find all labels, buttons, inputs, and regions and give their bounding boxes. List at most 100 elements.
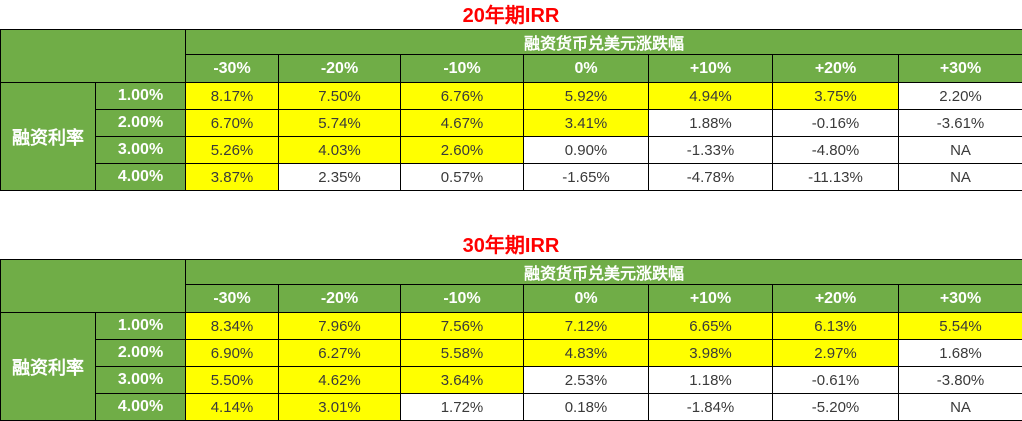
col-header-cell: -20%	[279, 55, 401, 83]
row-group-label: 融资利率	[1, 83, 96, 191]
table-row: 2.00%6.90%6.27%5.58%4.83%3.98%2.97%1.68%	[1, 340, 1022, 367]
data-cell: 0.90%	[524, 137, 649, 164]
col-header-cell: +30%	[899, 55, 1022, 83]
col-header-cell: -10%	[401, 55, 524, 83]
data-cell: 5.58%	[401, 340, 524, 367]
irr-table-20y: 融资货币兑美元涨跌幅 -30% -20% -10% 0% +10% +20% +…	[0, 29, 1022, 191]
row-header-cell: 3.00%	[96, 367, 186, 394]
data-cell: 5.26%	[186, 137, 279, 164]
data-cell: 1.72%	[401, 394, 524, 421]
table-row: 3.00%5.26%4.03%2.60%0.90%-1.33%-4.80%NA	[1, 137, 1022, 164]
data-cell: 1.18%	[649, 367, 773, 394]
data-cell: 4.83%	[524, 340, 649, 367]
col-header-cell: +30%	[899, 285, 1022, 313]
row-header-cell: 4.00%	[96, 164, 186, 191]
data-cell: 4.62%	[279, 367, 401, 394]
table-title-20y: 20年期IRR	[0, 0, 1022, 29]
data-cell: 4.03%	[279, 137, 401, 164]
data-cell: 3.87%	[186, 164, 279, 191]
currency-change-header: 融资货币兑美元涨跌幅	[186, 30, 1022, 55]
table-row: 2.00%6.70%5.74%4.67%3.41%1.88%-0.16%-3.6…	[1, 110, 1022, 137]
data-cell: -0.16%	[773, 110, 899, 137]
data-cell: 2.60%	[401, 137, 524, 164]
data-cell: -4.78%	[649, 164, 773, 191]
data-cell: 0.18%	[524, 394, 649, 421]
col-header-cell: +10%	[649, 55, 773, 83]
row-header-cell: 2.00%	[96, 110, 186, 137]
data-cell: 2.97%	[773, 340, 899, 367]
corner-cell	[1, 30, 186, 83]
data-cell: 3.41%	[524, 110, 649, 137]
data-cell: 3.64%	[401, 367, 524, 394]
data-cell: 6.65%	[649, 313, 773, 340]
data-cell: -3.80%	[899, 367, 1022, 394]
data-cell: 5.92%	[524, 83, 649, 110]
data-cell: 4.94%	[649, 83, 773, 110]
row-header-cell: 2.00%	[96, 340, 186, 367]
data-cell: 8.17%	[186, 83, 279, 110]
data-cell: 7.12%	[524, 313, 649, 340]
col-header-cell: 0%	[524, 55, 649, 83]
data-cell: -1.33%	[649, 137, 773, 164]
irr-table-30y: 融资货币兑美元涨跌幅 -30% -20% -10% 0% +10% +20% +…	[0, 259, 1022, 421]
currency-change-header: 融资货币兑美元涨跌幅	[186, 260, 1022, 285]
data-cell: 2.53%	[524, 367, 649, 394]
data-cell: 3.75%	[773, 83, 899, 110]
table-row: 4.00%4.14%3.01%1.72%0.18%-1.84%-5.20%NA	[1, 394, 1022, 421]
data-cell: 6.27%	[279, 340, 401, 367]
data-cell: 8.34%	[186, 313, 279, 340]
data-cell: 2.35%	[279, 164, 401, 191]
data-cell: NA	[899, 394, 1022, 421]
data-cell: -5.20%	[773, 394, 899, 421]
col-header-cell: -30%	[186, 285, 279, 313]
row-header-cell: 3.00%	[96, 137, 186, 164]
data-cell: -4.80%	[773, 137, 899, 164]
col-header-cell: -20%	[279, 285, 401, 313]
col-header-cell: +20%	[773, 285, 899, 313]
data-cell: 7.56%	[401, 313, 524, 340]
data-cell: -1.65%	[524, 164, 649, 191]
data-cell: -0.61%	[773, 367, 899, 394]
data-cell: 4.14%	[186, 394, 279, 421]
data-cell: 7.50%	[279, 83, 401, 110]
data-cell: 0.57%	[401, 164, 524, 191]
data-cell: NA	[899, 164, 1022, 191]
data-cell: 6.70%	[186, 110, 279, 137]
row-header-cell: 1.00%	[96, 313, 186, 340]
data-cell: 6.90%	[186, 340, 279, 367]
data-cell: 3.01%	[279, 394, 401, 421]
data-cell: 6.76%	[401, 83, 524, 110]
data-cell: -1.84%	[649, 394, 773, 421]
row-header-cell: 1.00%	[96, 83, 186, 110]
table-row: 3.00%5.50%4.62%3.64%2.53%1.18%-0.61%-3.8…	[1, 367, 1022, 394]
row-header-cell: 4.00%	[96, 394, 186, 421]
col-header-cell: +20%	[773, 55, 899, 83]
col-header-cell: -30%	[186, 55, 279, 83]
row-group-label: 融资利率	[1, 313, 96, 421]
data-cell: 6.13%	[773, 313, 899, 340]
data-cell: 3.98%	[649, 340, 773, 367]
data-cell: 5.50%	[186, 367, 279, 394]
data-cell: 1.88%	[649, 110, 773, 137]
data-cell: 4.67%	[401, 110, 524, 137]
data-cell: 5.54%	[899, 313, 1022, 340]
table-title-30y: 30年期IRR	[0, 191, 1022, 259]
data-cell: NA	[899, 137, 1022, 164]
data-cell: 1.68%	[899, 340, 1022, 367]
data-cell: 7.96%	[279, 313, 401, 340]
col-header-cell: +10%	[649, 285, 773, 313]
data-cell: 2.20%	[899, 83, 1022, 110]
data-cell: -3.61%	[899, 110, 1022, 137]
data-cell: -11.13%	[773, 164, 899, 191]
table-header-row: 融资货币兑美元涨跌幅	[1, 30, 1022, 55]
corner-cell	[1, 260, 186, 313]
col-header-cell: 0%	[524, 285, 649, 313]
col-header-cell: -10%	[401, 285, 524, 313]
table-row: 4.00%3.87%2.35%0.57%-1.65%-4.78%-11.13%N…	[1, 164, 1022, 191]
table-header-row: 融资货币兑美元涨跌幅	[1, 260, 1022, 285]
data-cell: 5.74%	[279, 110, 401, 137]
